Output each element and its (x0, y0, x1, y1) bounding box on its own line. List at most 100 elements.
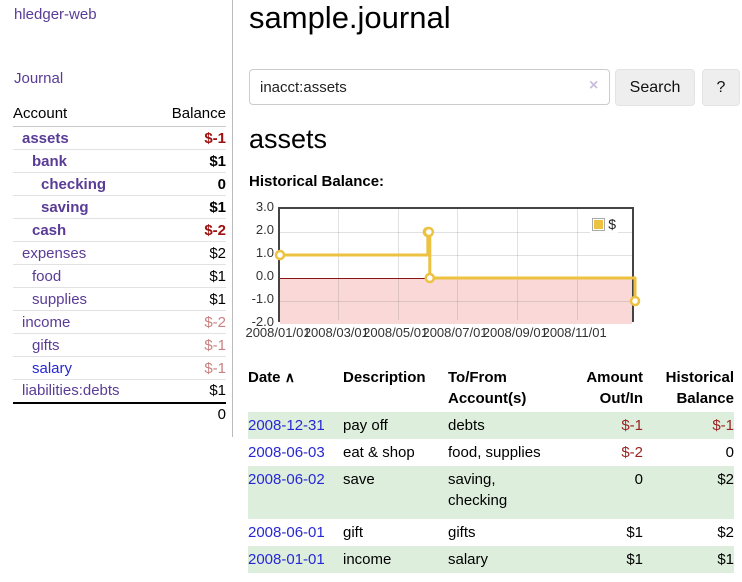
y-axis-tick-label: -1.0 (251, 291, 274, 306)
account-link[interactable]: bank (32, 152, 68, 170)
account-balance: 0 (154, 172, 226, 196)
register-header-row: Date ∧ Description To/From Account(s) Am… (248, 364, 734, 412)
register-table: Date ∧ Description To/From Account(s) Am… (248, 364, 734, 573)
account-balance: $1 (154, 264, 226, 288)
x-axis-tick-label: 2008/11/01 (542, 325, 607, 340)
vertical-gridline (457, 209, 459, 320)
sidebar: hledger-web Journal Account Balance asse… (0, 0, 233, 437)
data-point-marker (274, 249, 286, 261)
register-row: 2008-06-01 gift gifts $1 $2 (248, 519, 734, 546)
accounts-table: Account Balance assets $-1 bank $1 checking 0… (13, 103, 226, 426)
transaction-date-link[interactable]: 2008-06-03 (248, 444, 325, 461)
transaction-date-link[interactable]: 2008-12-31 (248, 417, 325, 434)
account-row: expenses $2 (13, 241, 226, 265)
account-balance: $1 (154, 149, 226, 173)
account-link[interactable]: salary (32, 359, 73, 377)
account-balance: $-1 (204, 129, 226, 147)
register-header-balance: Historical Balance (665, 369, 734, 407)
account-row: supplies $1 (13, 287, 226, 311)
page-title: sample.journal (249, 0, 451, 35)
transaction-amount: 0 (634, 471, 643, 488)
data-point-marker (424, 272, 436, 284)
account-balance: $2 (154, 241, 226, 265)
horizontal-gridline (280, 232, 632, 233)
account-link[interactable]: cash (32, 221, 67, 239)
account-row: income $-2 (13, 310, 226, 334)
x-axis-tick-label: 2008/09/01 (482, 325, 548, 340)
data-point-marker (423, 226, 435, 238)
vertical-gridline (397, 209, 399, 320)
register-header-description: Description (343, 369, 426, 386)
account-row: cash $-2 (13, 218, 226, 242)
horizontal-gridline (280, 301, 632, 302)
account-link[interactable]: liabilities:debts (22, 382, 120, 400)
transaction-date-link[interactable]: 2008-01-01 (248, 551, 325, 568)
account-link[interactable]: supplies (32, 290, 88, 308)
register-header-date[interactable]: Date ∧ (248, 364, 343, 412)
account-balance: $-2 (154, 218, 226, 242)
data-point-marker (629, 295, 641, 307)
account-row: liabilities:debts $1 (13, 379, 226, 403)
account-row: food $1 (13, 264, 226, 288)
register-header-amount: Amount Out/In (586, 369, 643, 407)
account-link[interactable]: income (22, 313, 71, 331)
y-axis-tick-label: 2.0 (255, 222, 274, 237)
search-input[interactable] (249, 69, 610, 105)
transaction-balance: $2 (717, 524, 734, 541)
transaction-amount: $1 (626, 524, 643, 541)
transaction-amount: $-2 (621, 444, 643, 461)
account-row: saving $1 (13, 195, 226, 219)
help-button[interactable]: ? (702, 69, 740, 106)
transaction-accounts: salary (448, 551, 489, 568)
y-axis-tick-label: 0.0 (255, 268, 274, 283)
account-balance: $1 (154, 195, 226, 219)
account-link[interactable]: saving (41, 198, 89, 216)
transaction-description: save (343, 471, 375, 488)
transaction-description: eat & shop (343, 444, 415, 461)
accounts-header-balance: Balance (154, 103, 226, 127)
y-axis-tick-label: -2.0 (251, 314, 274, 329)
account-link[interactable]: assets (22, 129, 69, 147)
search-form: × Search ? (249, 69, 741, 106)
transaction-balance: 0 (725, 444, 734, 461)
account-balance: $-1 (154, 356, 226, 380)
account-heading: assets (249, 124, 328, 154)
app-title-link[interactable]: hledger-web (14, 6, 97, 23)
clear-search-icon[interactable]: × (589, 77, 599, 94)
accounts-total-value: 0 (154, 401, 226, 426)
x-axis-tick-label: 2008/07/01 (422, 325, 488, 340)
account-row: bank $1 (13, 149, 226, 173)
chart-legend: $ (590, 215, 618, 233)
account-link[interactable]: food (32, 267, 62, 285)
transaction-date-link[interactable]: 2008-06-02 (248, 471, 325, 488)
register-row: 2008-12-31 pay off debts $-1 $-1 (248, 412, 734, 439)
transaction-balance: $1 (717, 551, 734, 568)
horizontal-gridline (280, 255, 632, 256)
transaction-date-link[interactable]: 2008-06-01 (248, 524, 325, 541)
accounts-table-body: assets $-1 bank $1 checking 0 saving $1 cash $-2 e… (13, 127, 226, 403)
vertical-gridline (576, 209, 578, 320)
historical-balance-chart: 3.0 2.0 1.0 0.0 -1.0 -2.0 $ 2008/01/01 2008/03… (245, 199, 742, 347)
transaction-accounts: saving, checking (448, 471, 508, 509)
register-row: 2008-06-02 save saving, checking 0 $2 (248, 466, 734, 519)
negative-region (280, 278, 632, 324)
register-header-accounts: To/From Account(s) (448, 369, 527, 407)
transaction-balance: $-1 (712, 417, 734, 434)
account-link[interactable]: checking (41, 175, 107, 193)
accounts-total-row: 0 (13, 401, 226, 426)
sidebar-item-journal[interactable]: Journal (14, 70, 64, 87)
plot-area: $ (274, 207, 641, 324)
date-header-label: Date (248, 369, 281, 386)
account-balance: $1 (154, 287, 226, 311)
account-link[interactable]: gifts (32, 336, 60, 354)
accounts-header-account: Account (13, 103, 155, 127)
register-row: 2008-06-03 eat & shop food, supplies $-2 0 (248, 439, 734, 466)
search-button[interactable]: Search (615, 69, 695, 106)
transaction-balance: $2 (717, 471, 734, 488)
sort-asc-icon: ∧ (284, 369, 295, 385)
account-balance: $1 (154, 379, 226, 403)
y-axis-tick-label: 3.0 (255, 199, 274, 214)
chart-title: Historical Balance: (249, 173, 385, 190)
account-link[interactable]: expenses (22, 244, 87, 262)
account-row: gifts $-1 (13, 333, 226, 357)
